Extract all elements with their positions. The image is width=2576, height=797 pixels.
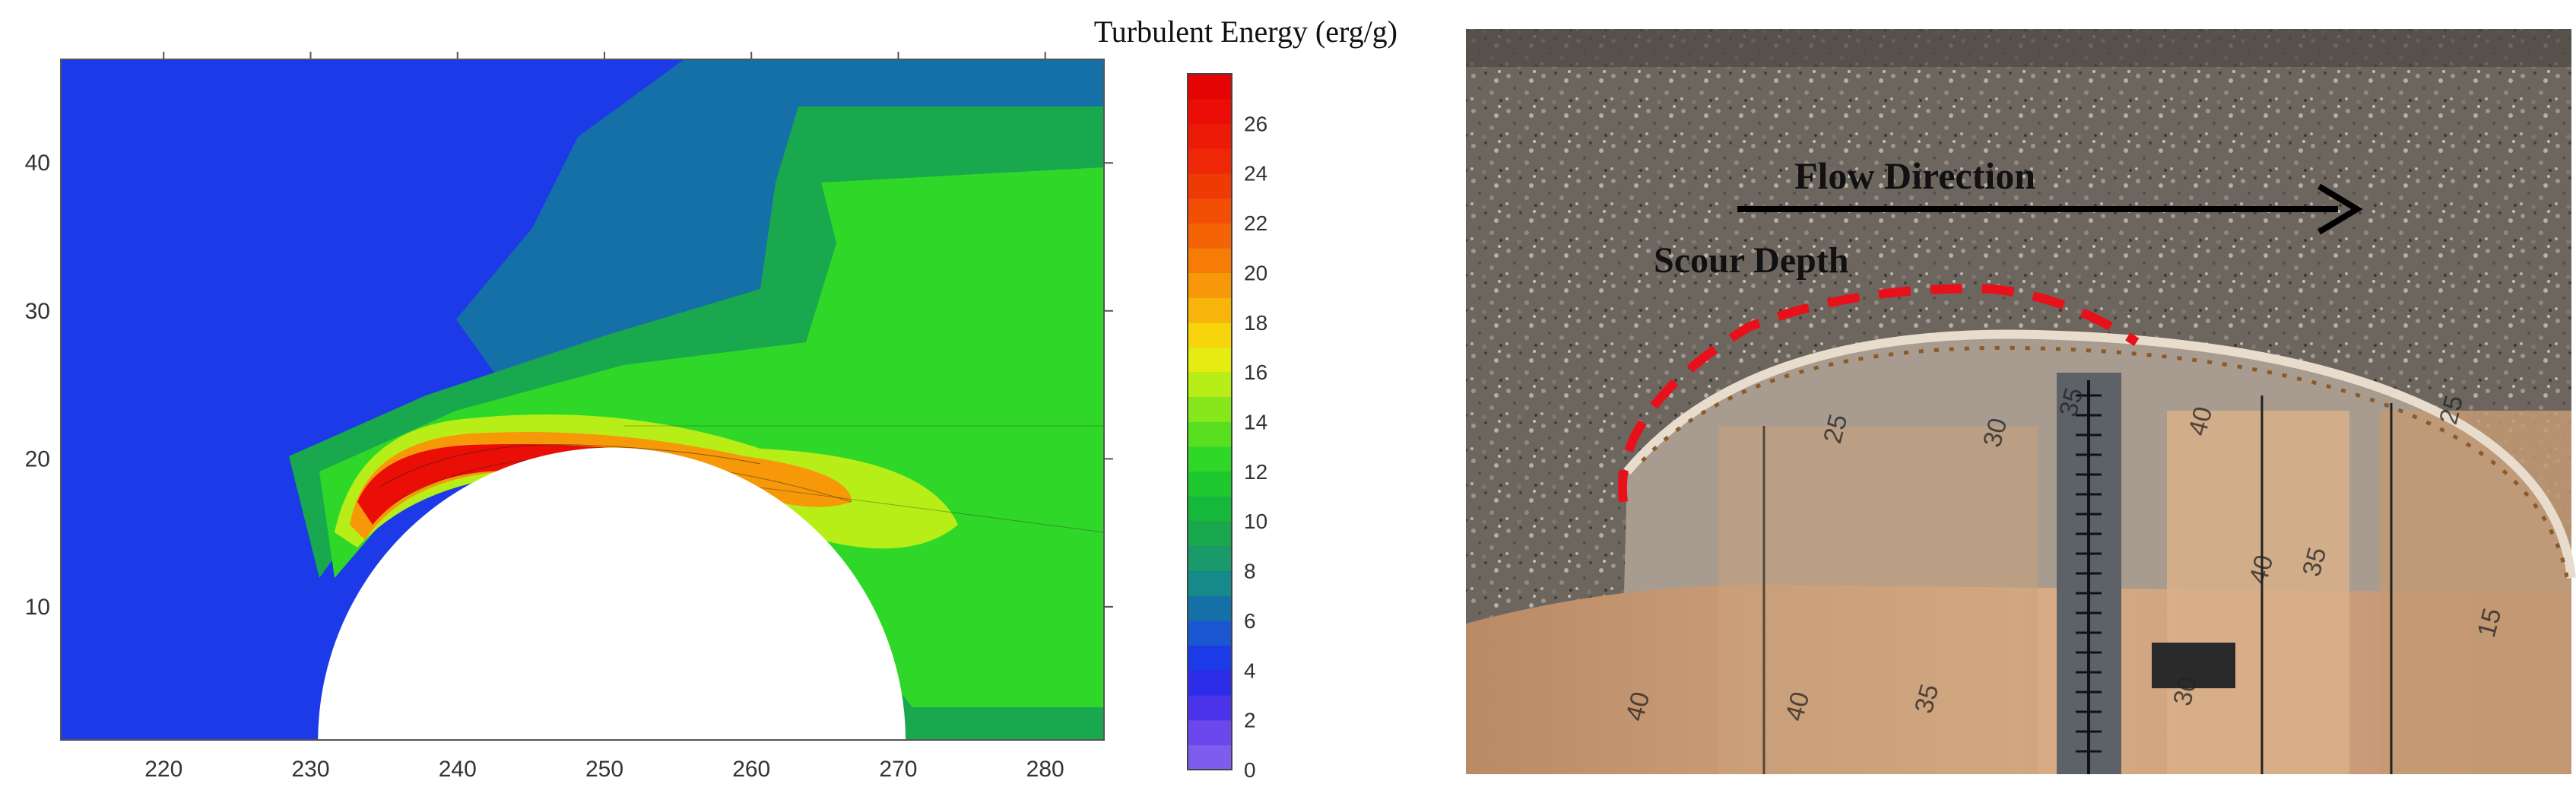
colorbar-level <box>1188 545 1232 572</box>
obstacle-semicircle <box>318 447 906 740</box>
colorbar-level <box>1188 98 1232 124</box>
colorbar-level <box>1188 421 1232 447</box>
colorbar-level <box>1188 745 1232 770</box>
colorbar-tick-label: 18 <box>1244 311 1267 335</box>
colorbar-tick-label: 10 <box>1244 510 1267 533</box>
colorbar-level <box>1188 223 1232 249</box>
colorbar-level <box>1188 297 1232 323</box>
colorbar-tick-label: 16 <box>1244 360 1267 384</box>
colorbar-tick-label: 14 <box>1244 411 1267 434</box>
y-axis: 10 20 30 40 <box>25 151 1113 620</box>
y-tick-label: 10 <box>25 595 50 620</box>
flume-wall <box>1466 29 2571 67</box>
colorbar-level <box>1188 694 1232 721</box>
colorbar-level <box>1188 322 1232 348</box>
x-tick-label: 230 <box>291 757 329 782</box>
colorbar-title: Turbulent Energy (erg/g) <box>1094 14 1397 49</box>
colorbar-level <box>1188 247 1232 273</box>
colorbar-frame <box>1187 73 1232 770</box>
flow-arrow-head <box>2317 183 2363 235</box>
colorbar-level <box>1188 148 1232 174</box>
colorbar-tick-label: 8 <box>1244 560 1256 583</box>
colorbar-tick-label: 2 <box>1244 709 1256 732</box>
colorbar-level <box>1188 173 1232 198</box>
scour-depth-label: Scour Depth <box>1654 240 1848 281</box>
x-tick-label: 220 <box>144 757 182 782</box>
x-tick-label: 260 <box>732 757 770 782</box>
x-axis: 220 230 240 250 260 270 280 <box>144 52 1064 782</box>
colorbar-level <box>1188 570 1232 596</box>
model-rim-bolts <box>1641 345 2571 586</box>
colorbar-level <box>1188 496 1232 522</box>
colorbar-tick-label: 26 <box>1244 112 1267 135</box>
x-tick-label: 280 <box>1026 757 1064 782</box>
colorbar-tick-label: 24 <box>1244 162 1267 186</box>
colorbar-tick-label: 20 <box>1244 261 1267 284</box>
colorbar-level <box>1188 471 1232 497</box>
flow-direction-label: Flow Direction <box>1794 154 2035 197</box>
ruler-ticks <box>2076 394 2102 753</box>
y-tick-label: 20 <box>25 446 50 472</box>
colorbar-level <box>1188 74 1232 100</box>
colorbar-level <box>1188 396 1232 422</box>
sensor-box <box>2152 643 2235 688</box>
colorbar-tick-label: 22 <box>1244 211 1267 235</box>
contour-line <box>379 444 761 487</box>
colorbar-tick-label: 0 <box>1244 758 1256 782</box>
colorbar-level <box>1188 620 1232 646</box>
y-tick-label: 40 <box>25 151 50 176</box>
colorbar-tick-label: 4 <box>1244 659 1256 682</box>
colorbar-level <box>1188 347 1232 373</box>
wood-plank <box>2167 411 2349 774</box>
colorbar-level <box>1188 123 1232 149</box>
colorbar-level <box>1188 446 1232 472</box>
colorbar-tick-label: 6 <box>1244 609 1256 633</box>
colorbar-level <box>1188 198 1232 224</box>
wood-plank <box>1718 426 2038 774</box>
colorbar-level <box>1188 595 1232 621</box>
colorbar-tick-label: 12 <box>1244 460 1267 484</box>
wood-plank <box>2380 411 2571 774</box>
colorbar <box>1188 73 1232 770</box>
colorbar-level <box>1188 719 1232 745</box>
scour-depth-outline <box>1617 284 2140 503</box>
y-tick-label: 30 <box>25 299 50 324</box>
model-rim <box>1623 329 2576 579</box>
plot-frame <box>60 59 1105 741</box>
colorbar-level <box>1188 645 1232 671</box>
colorbar-level <box>1188 372 1232 398</box>
x-tick-label: 270 <box>879 757 917 782</box>
x-tick-label: 250 <box>585 757 623 782</box>
plot-area <box>61 59 1104 740</box>
colorbar-level <box>1188 521 1232 547</box>
colorbar-level <box>1188 670 1232 696</box>
colorbar-level <box>1188 272 1232 298</box>
x-tick-label: 240 <box>439 757 477 782</box>
